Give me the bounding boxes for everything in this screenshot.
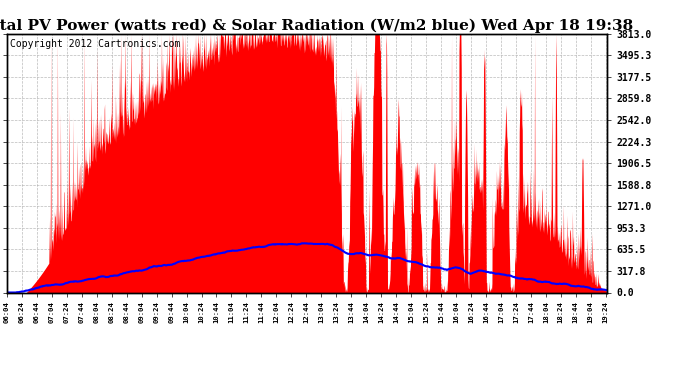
Title: Total PV Power (watts red) & Solar Radiation (W/m2 blue) Wed Apr 18 19:38: Total PV Power (watts red) & Solar Radia… (0, 18, 633, 33)
Text: Copyright 2012 Cartronics.com: Copyright 2012 Cartronics.com (10, 39, 180, 49)
